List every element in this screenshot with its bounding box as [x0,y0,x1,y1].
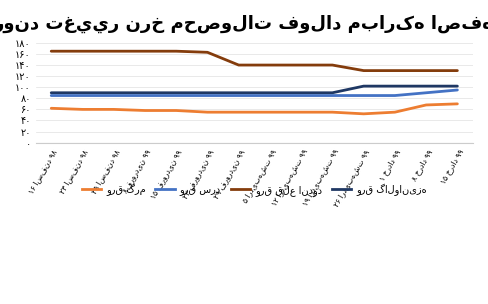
ورق گرم [267,110,273,114]
Title: روند تغيير نرخ محصولات فولاد مبارکه اصفهان: روند تغيير نرخ محصولات فولاد مبارکه اصفه… [0,15,488,33]
ورق قلع اندود [111,49,117,53]
ورق گالوانیزه [236,91,242,95]
ورق گرم [80,108,85,111]
ورق گرم [173,109,179,112]
ورق قلع اندود [454,69,460,72]
ورق قلع اندود [329,63,335,67]
ورق گالوانیزه [392,84,398,88]
ورق قلع اندود [173,49,179,53]
ورق گرم [298,110,304,114]
ورق گالوانیزه [423,84,429,88]
ورق سرد [329,94,335,97]
ورق گرم [329,110,335,114]
Legend: ورق گرم, ورق سرد, ورق قلع اندود, ورق گالوانیزه: ورق گرم, ورق سرد, ورق قلع اندود, ورق گال… [78,180,431,200]
ورق قلع اندود [48,49,54,53]
ورق گرم [236,110,242,114]
Line: ورق گالوانیزه: ورق گالوانیزه [51,86,457,93]
ورق گرم [361,112,366,116]
ورق گرم [392,110,398,114]
ورق سرد [142,94,148,97]
ورق قلع اندود [267,63,273,67]
ورق سرد [361,94,366,97]
ورق گالوانیزه [298,91,304,95]
ورق سرد [392,94,398,97]
ورق گرم [423,103,429,107]
ورق گالوانیزه [267,91,273,95]
ورق گالوانیزه [361,84,366,88]
ورق گرم [142,109,148,112]
ورق گالوانیزه [48,91,54,95]
ورق سرد [454,88,460,92]
ورق قلع اندود [80,49,85,53]
ورق قلع اندود [423,69,429,72]
ورق گرم [48,106,54,110]
ورق سرد [80,94,85,97]
ورق قلع اندود [142,49,148,53]
ورق گالوانیزه [454,84,460,88]
ورق گرم [204,110,210,114]
ورق سرد [423,91,429,95]
ورق سرد [173,94,179,97]
Line: ورق سرد: ورق سرد [51,90,457,95]
Line: ورق قلع اندود: ورق قلع اندود [51,51,457,71]
ورق قلع اندود [236,63,242,67]
ورق سرد [236,94,242,97]
ورق قلع اندود [361,69,366,72]
ورق قلع اندود [204,50,210,54]
ورق سرد [298,94,304,97]
Line: ورق گرم: ورق گرم [51,104,457,114]
ورق سرد [204,94,210,97]
ورق گرم [454,102,460,106]
ورق سرد [267,94,273,97]
ورق گالوانیزه [329,91,335,95]
ورق قلع اندود [392,69,398,72]
ورق قلع اندود [298,63,304,67]
ورق گالوانیزه [142,91,148,95]
ورق گالوانیزه [111,91,117,95]
ورق گالوانیزه [80,91,85,95]
ورق گالوانیزه [204,91,210,95]
ورق سرد [48,94,54,97]
ورق گالوانیزه [173,91,179,95]
ورق سرد [111,94,117,97]
ورق گرم [111,108,117,111]
